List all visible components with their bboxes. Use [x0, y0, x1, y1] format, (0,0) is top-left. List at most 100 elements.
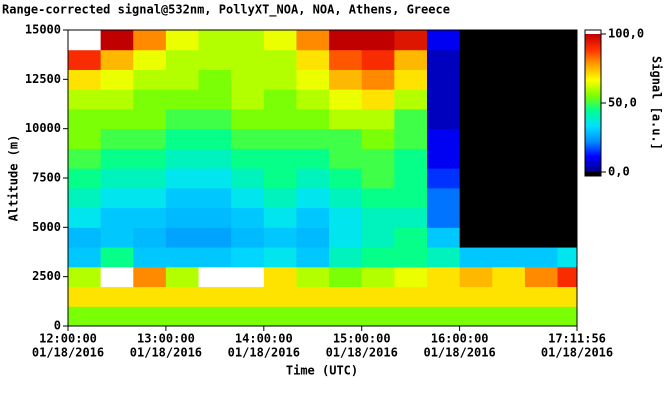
- heat-cell: [492, 247, 526, 268]
- colorbar-over: [585, 30, 601, 34]
- heat-cell: [165, 286, 200, 307]
- heat-cell: [459, 168, 493, 189]
- x-tick-label: 17:11:56: [548, 332, 606, 346]
- heat-cell: [459, 128, 493, 149]
- heat-cell: [231, 108, 265, 130]
- heat-cell: [263, 187, 297, 209]
- heat-cell: [165, 148, 200, 169]
- heat-cell: [165, 108, 200, 130]
- x-tick-label: 01/18/2016: [326, 346, 398, 360]
- heat-cell: [133, 108, 167, 130]
- heat-cell: [426, 286, 461, 307]
- heat-cell: [329, 108, 363, 130]
- heat-cell: [459, 89, 493, 110]
- heat-cell: [361, 128, 395, 149]
- heat-cell: [426, 207, 461, 228]
- heat-cell: [524, 69, 559, 90]
- heat-cell: [231, 148, 265, 169]
- heat-cell: [492, 187, 526, 209]
- heat-cell: [100, 108, 134, 130]
- heat-cell: [459, 207, 493, 228]
- heat-cell: [263, 306, 297, 327]
- heat-cell: [329, 89, 363, 110]
- heat-cell: [231, 207, 265, 228]
- heat-cell: [524, 148, 559, 169]
- heat-cell: [231, 69, 265, 90]
- colorbar-tick-label: 50,0: [608, 96, 637, 110]
- heat-cell: [426, 89, 461, 110]
- heat-cell: [68, 266, 102, 288]
- heat-cell: [198, 286, 232, 307]
- heat-cell: [557, 108, 578, 130]
- heat-cell: [263, 108, 297, 130]
- heat-cell: [231, 128, 265, 149]
- heat-cell: [100, 128, 134, 149]
- x-tick-label: 13:00:00: [137, 332, 195, 346]
- heat-cell: [165, 306, 200, 327]
- heat-cell: [394, 89, 428, 110]
- heat-cell: [296, 168, 330, 189]
- heat-cell: [165, 227, 200, 248]
- heat-cell: [165, 266, 200, 288]
- heat-cell: [557, 30, 578, 51]
- heat-cell: [557, 69, 578, 90]
- heat-cell: [459, 49, 493, 70]
- heat-cell: [557, 168, 578, 189]
- heat-cell: [165, 207, 200, 228]
- heat-cell: [68, 69, 102, 90]
- heat-cell: [263, 207, 297, 228]
- heat-cell: [68, 247, 102, 268]
- heat-cell: [68, 30, 102, 51]
- heat-cell: [263, 148, 297, 169]
- heat-cell: [100, 187, 134, 209]
- heat-cell: [329, 306, 363, 327]
- heat-cell: [361, 108, 395, 130]
- heat-cell: [198, 148, 232, 169]
- x-tick-label: 16:00:00: [431, 332, 489, 346]
- heat-cell: [68, 286, 102, 307]
- y-tick-label: 12500: [25, 72, 61, 86]
- heat-cell: [459, 227, 493, 248]
- heat-cell: [524, 108, 559, 130]
- heat-cell: [394, 306, 428, 327]
- heat-cell: [100, 69, 134, 90]
- heat-cell: [557, 148, 578, 169]
- heat-cell: [329, 286, 363, 307]
- heat-cell: [231, 306, 265, 327]
- heat-cell: [361, 286, 395, 307]
- heat-cell: [394, 69, 428, 90]
- heat-cell: [557, 247, 578, 268]
- y-tick-label: 10000: [25, 121, 61, 135]
- heat-cell: [296, 69, 330, 90]
- heat-cell: [263, 227, 297, 248]
- heat-cell: [100, 306, 134, 327]
- heat-cell: [263, 266, 297, 288]
- heat-cell: [68, 227, 102, 248]
- heat-cell: [231, 187, 265, 209]
- heat-cell: [296, 266, 330, 288]
- chart-title: Range-corrected signal@532nm, PollyXT_NO…: [2, 3, 450, 18]
- heat-cell: [165, 247, 200, 268]
- heat-cell: [524, 128, 559, 149]
- heat-cell: [361, 30, 395, 51]
- y-tick-label: 15000: [25, 23, 61, 37]
- x-tick-label: 14:00:00: [235, 332, 293, 346]
- heat-cell: [557, 266, 578, 288]
- y-tick-label: 7500: [32, 171, 61, 185]
- heat-cell: [133, 187, 167, 209]
- heat-cell: [361, 247, 395, 268]
- heat-cell: [426, 108, 461, 130]
- heat-cell: [459, 69, 493, 90]
- heat-cell: [557, 207, 578, 228]
- heat-cell: [524, 306, 559, 327]
- heat-cell: [263, 168, 297, 189]
- colorbar: [585, 34, 601, 172]
- heat-cell: [459, 108, 493, 130]
- heat-cell: [68, 128, 102, 149]
- heat-cell: [133, 30, 167, 51]
- heat-cell: [394, 247, 428, 268]
- heat-cell: [133, 89, 167, 110]
- heat-cell: [394, 187, 428, 209]
- heat-cell: [296, 108, 330, 130]
- heat-cell: [68, 187, 102, 209]
